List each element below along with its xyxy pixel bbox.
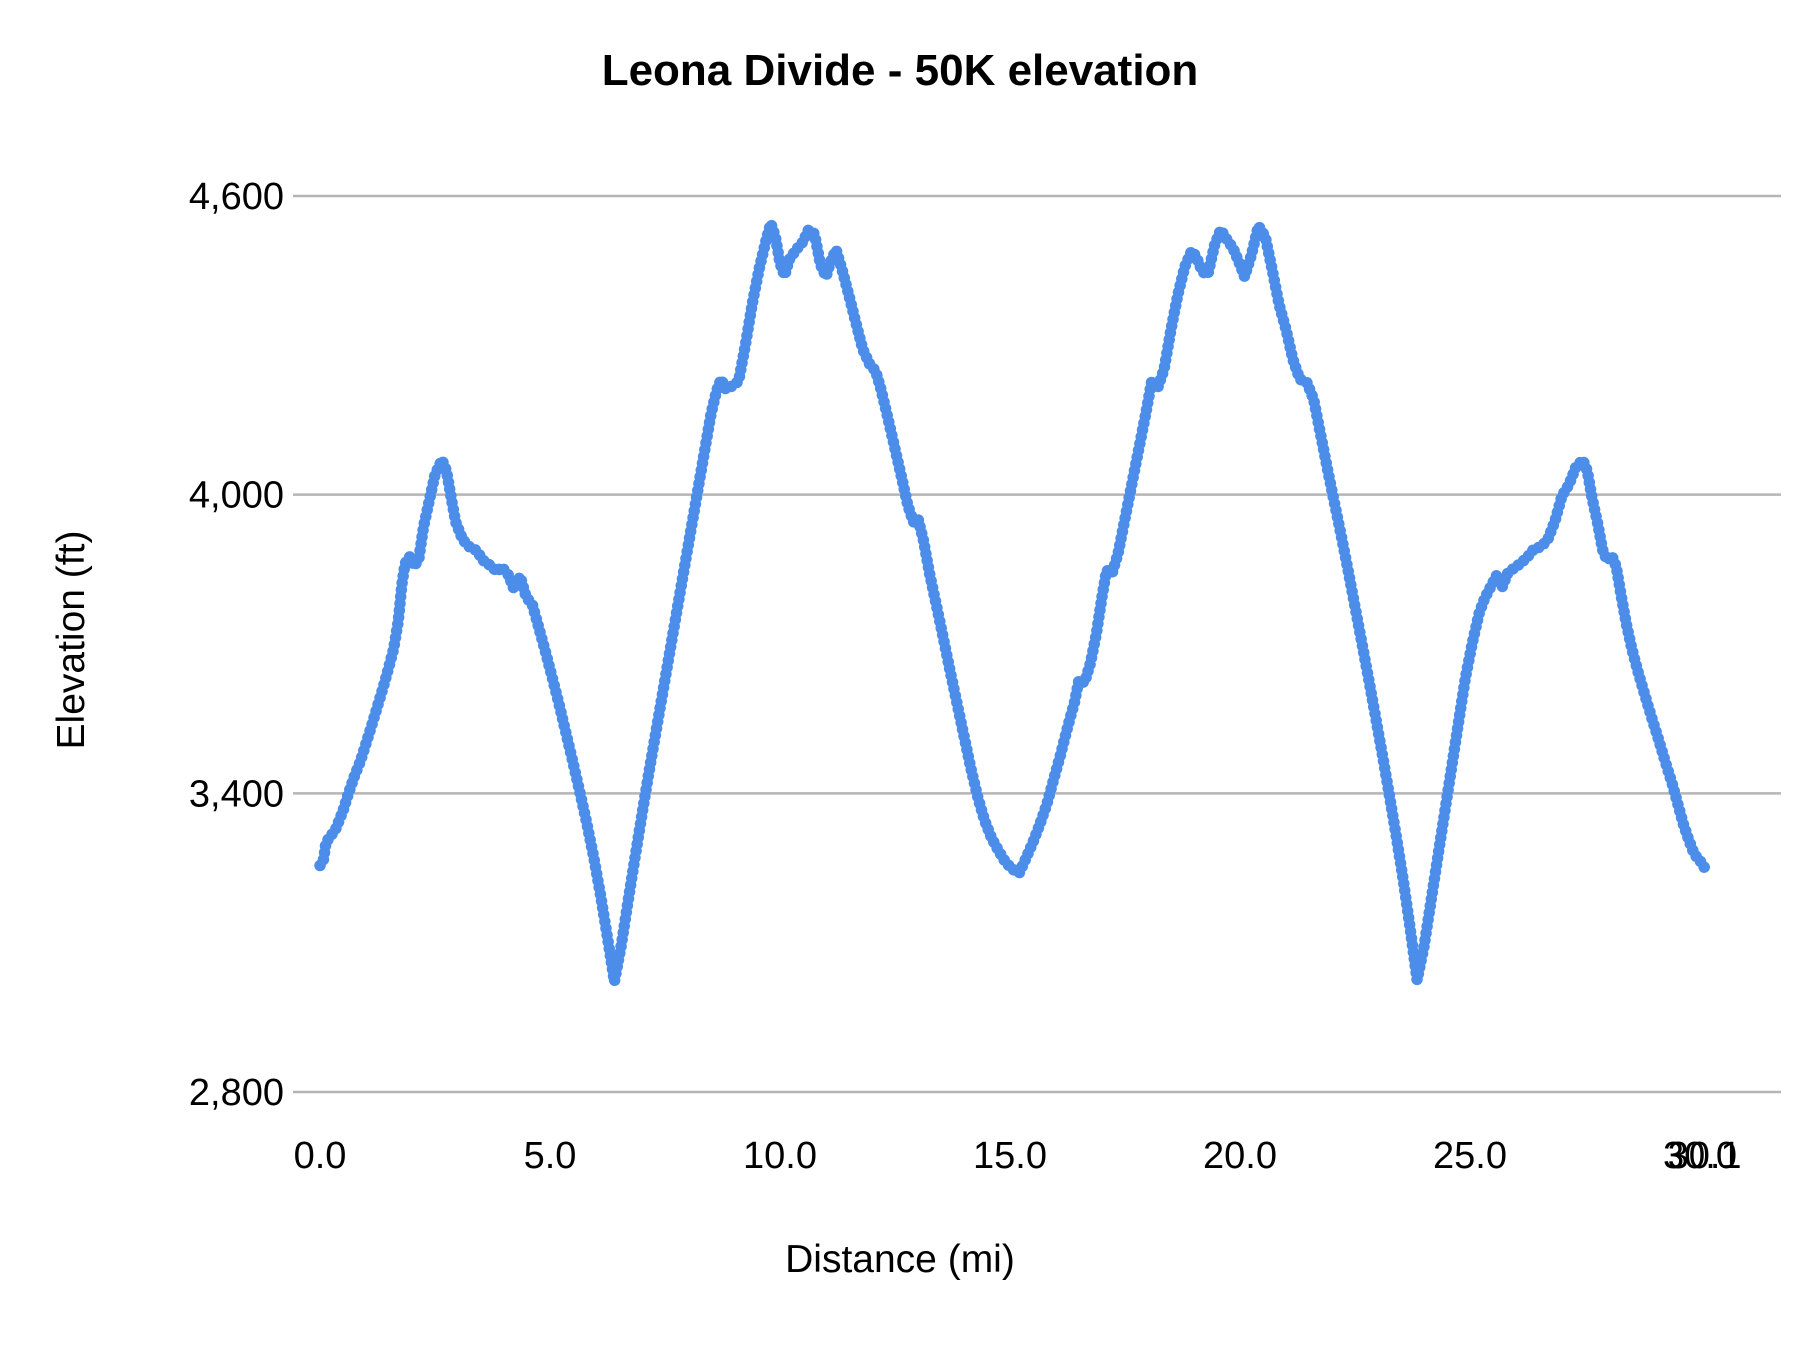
- x-axis-title: Distance (mi): [785, 1238, 1015, 1281]
- elevation-series: [314, 217, 1711, 988]
- elevation-series-line: [314, 217, 1711, 988]
- x-tick-label: 30.0: [1663, 1135, 1737, 1177]
- x-tick-labels: 0.0 5.0 10.0 15.0 20.0 25.0 30.030.1: [294, 1135, 1742, 1177]
- y-tick-label: 4,000: [189, 475, 284, 517]
- x-tick-label: 30.1: [1668, 1135, 1742, 1177]
- y-axis-title: Elevation (ft): [50, 530, 93, 750]
- y-tick-label: 4,600: [189, 176, 284, 218]
- gridlines: [293, 194, 1781, 1094]
- chart-title: Leona Divide - 50K elevation: [601, 46, 1199, 95]
- x-tick-label: 5.0: [524, 1135, 577, 1177]
- x-tick-label: 10.0: [743, 1135, 817, 1177]
- y-tick-labels: 2,800 3,400 4,000 4,600: [189, 176, 284, 1114]
- x-tick-label: 20.0: [1203, 1135, 1277, 1177]
- x-tick-label: 0.0: [294, 1135, 347, 1177]
- y-tick-label: 3,400: [189, 773, 284, 815]
- y-tick-label: 2,800: [189, 1072, 284, 1114]
- x-tick-label: 15.0: [973, 1135, 1047, 1177]
- x-tick-label: 25.0: [1433, 1135, 1507, 1177]
